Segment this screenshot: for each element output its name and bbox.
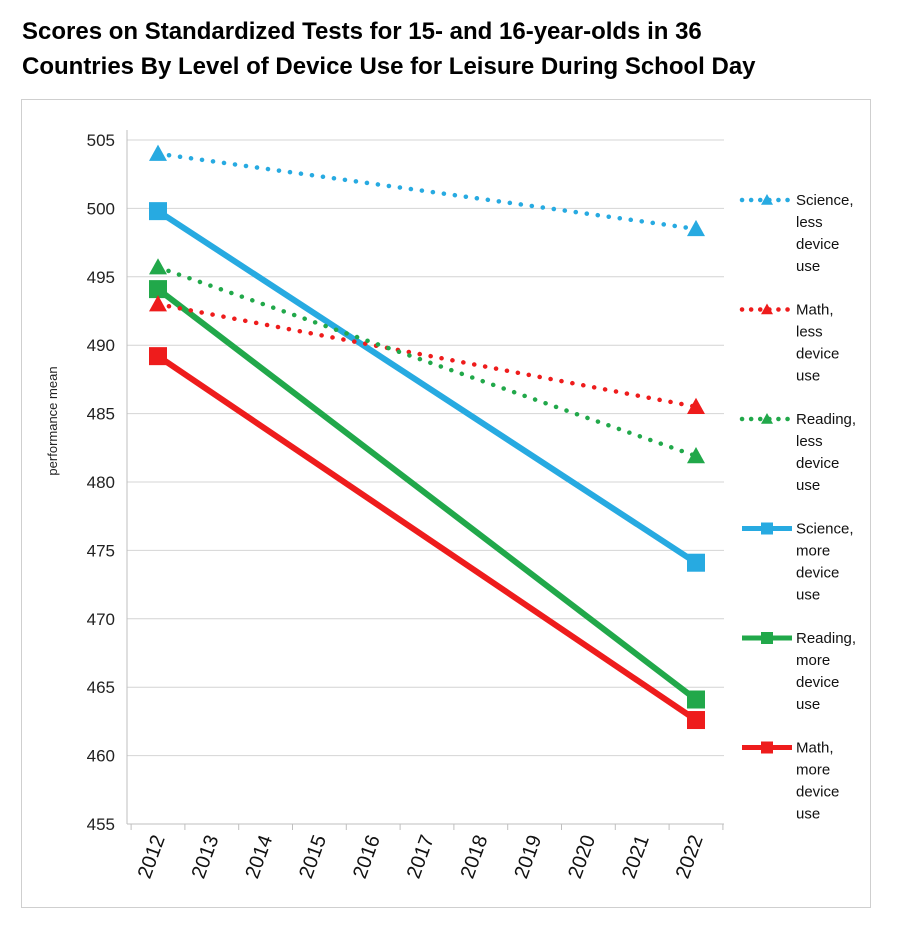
series-0 bbox=[149, 144, 705, 237]
legend-label: more bbox=[796, 543, 830, 560]
y-tick-label: 495 bbox=[87, 268, 115, 287]
series-line bbox=[155, 151, 699, 232]
legend-label: device bbox=[796, 565, 839, 582]
triangle-marker bbox=[687, 447, 705, 464]
x-tick-label: 2022 bbox=[672, 832, 708, 881]
legend-label: Reading, bbox=[796, 630, 856, 647]
square-marker bbox=[761, 741, 773, 754]
triangle-marker bbox=[149, 144, 167, 161]
x-tick-label: 2019 bbox=[510, 832, 546, 881]
axes bbox=[126, 130, 724, 830]
legend-label: more bbox=[796, 762, 830, 779]
y-tick-label: 485 bbox=[87, 405, 115, 424]
chart-frame bbox=[21, 99, 871, 908]
chart-title-line-2: Countries By Level of Device Use for Lei… bbox=[22, 53, 756, 80]
legend-item: Math, less device use bbox=[739, 302, 839, 385]
square-marker bbox=[761, 522, 773, 535]
legend-item: Science, more device use bbox=[742, 521, 854, 604]
square-marker bbox=[149, 347, 167, 366]
series-5 bbox=[149, 347, 705, 730]
square-marker bbox=[149, 280, 167, 299]
legend-label: use bbox=[796, 477, 820, 494]
series-1 bbox=[149, 295, 705, 414]
series-2 bbox=[149, 258, 705, 464]
legend-label: device bbox=[796, 455, 839, 472]
legend-item: Reading, less device use bbox=[739, 411, 856, 494]
y-tick-label: 470 bbox=[87, 610, 115, 629]
legend-label: Science, bbox=[796, 521, 854, 538]
x-tick-label: 2017 bbox=[403, 832, 439, 881]
legend-label: use bbox=[796, 368, 820, 385]
legend-label: device bbox=[796, 346, 839, 363]
series-line bbox=[156, 286, 698, 702]
square-marker bbox=[761, 632, 773, 644]
triangle-marker bbox=[761, 194, 773, 205]
y-tick-label: 480 bbox=[87, 473, 115, 492]
square-marker bbox=[687, 690, 705, 709]
y-tick-label: 460 bbox=[87, 747, 115, 766]
y-axis-label: performance mean bbox=[45, 366, 60, 475]
legend-label: Reading, bbox=[796, 411, 856, 428]
series-line bbox=[155, 301, 699, 410]
series-line bbox=[155, 264, 699, 459]
legend-item: Reading, more device use bbox=[742, 630, 856, 713]
y-axis-ticks: 505 500 495 490 485 480 475 470 465 460 455 bbox=[87, 131, 115, 834]
triangle-marker bbox=[761, 303, 773, 315]
triangle-marker bbox=[687, 397, 705, 414]
y-tick-label: 500 bbox=[87, 199, 115, 218]
series-line bbox=[156, 353, 698, 723]
x-tick-label: 2015 bbox=[295, 832, 331, 881]
x-tick-label: 2021 bbox=[618, 832, 654, 881]
y-tick-label: 455 bbox=[87, 815, 115, 834]
triangle-marker bbox=[149, 258, 167, 275]
y-tick-label: 475 bbox=[87, 541, 115, 560]
series-layer bbox=[149, 144, 705, 730]
y-tick-label: 465 bbox=[87, 678, 115, 697]
legend-label: device bbox=[796, 674, 839, 691]
triangle-marker bbox=[687, 219, 705, 237]
legend-label: device bbox=[796, 784, 839, 801]
legend-item: Science, less device use bbox=[739, 192, 854, 275]
triangle-marker bbox=[149, 295, 167, 312]
y-tick-label: 505 bbox=[87, 131, 115, 150]
gridlines bbox=[127, 139, 724, 757]
x-tick-label: 2020 bbox=[564, 832, 600, 881]
square-marker bbox=[687, 711, 705, 730]
legend-label: Math, bbox=[796, 302, 834, 319]
legend-label: use bbox=[796, 696, 820, 713]
chart-title-line-1: Scores on Standardized Tests for 15- and… bbox=[22, 18, 702, 45]
legend-label: Science, bbox=[796, 192, 854, 209]
legend-label: less bbox=[796, 324, 823, 341]
triangle-marker bbox=[761, 413, 773, 424]
chart-title: Scores on Standardized Tests for 15- and… bbox=[22, 14, 912, 84]
series-3 bbox=[149, 202, 705, 572]
x-tick-label: 2012 bbox=[134, 832, 170, 881]
legend-label: use bbox=[796, 258, 820, 275]
legend-label: use bbox=[796, 806, 820, 823]
legend-label: device bbox=[796, 236, 839, 253]
legend-label: less bbox=[796, 433, 823, 450]
y-tick-label: 490 bbox=[87, 336, 115, 355]
legend-label: Math, bbox=[796, 740, 834, 757]
legend-label: less bbox=[796, 214, 823, 231]
square-marker bbox=[687, 553, 705, 572]
legend-label: more bbox=[796, 652, 830, 669]
x-tick-label: 2014 bbox=[241, 832, 277, 881]
legend-item: Math, more device use bbox=[742, 740, 839, 823]
series-line bbox=[156, 208, 698, 566]
legend: Science,lessdeviceuseMath,lessdeviceuseR… bbox=[739, 192, 856, 823]
legend-label: use bbox=[796, 587, 820, 604]
x-tick-label: 2016 bbox=[349, 832, 385, 881]
x-axis-ticks: 2012 2013 2014 2015 2016 2017 2018 2019 2020 2021… bbox=[134, 832, 708, 881]
x-tick-label: 2013 bbox=[188, 832, 224, 881]
x-tick-label: 2018 bbox=[457, 832, 493, 881]
square-marker bbox=[149, 202, 167, 221]
series-4 bbox=[149, 280, 705, 709]
